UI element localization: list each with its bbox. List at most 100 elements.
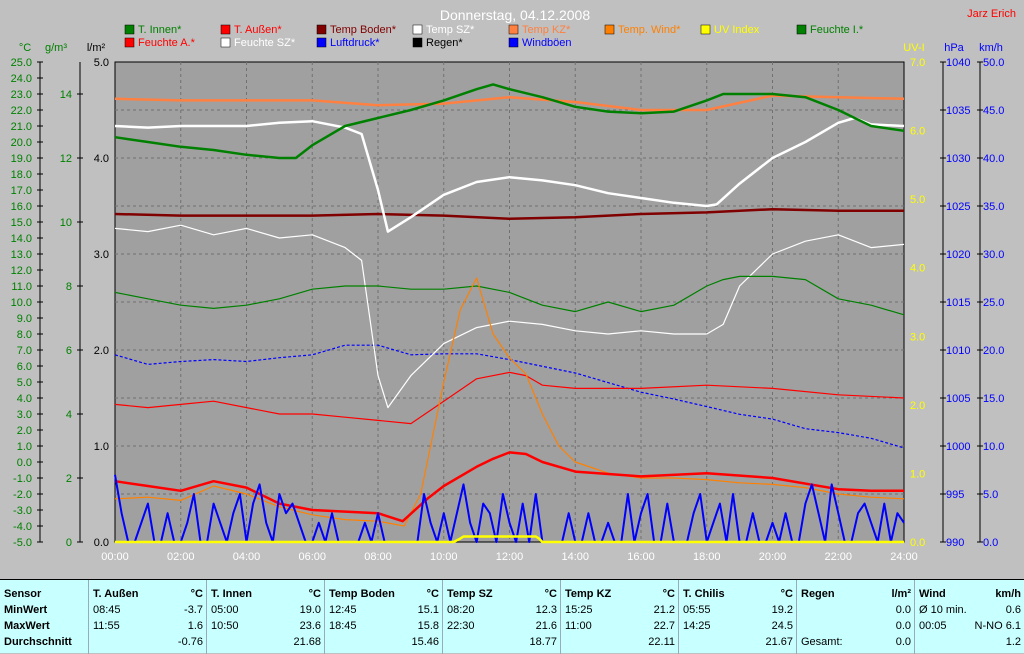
tick-label-temp: 10.0 xyxy=(11,297,32,309)
stats-row: 00:05 N-NO 6.1 xyxy=(919,618,1021,634)
stats-row: 11:55 1.6 xyxy=(93,618,203,634)
stats-row: 15:25 21.2 xyxy=(565,602,675,618)
tick-label-wind: 45.0 xyxy=(983,105,1004,117)
legend-label: Temp Boden* xyxy=(330,24,397,36)
tick-label-humidity: 8 xyxy=(66,281,72,293)
tick-label-humidity: 14 xyxy=(60,89,72,101)
author-label: Jarz Erich xyxy=(967,8,1016,20)
stats-header: T. Innen xyxy=(211,588,252,600)
legend-label: Windböen xyxy=(522,37,572,49)
tick-label-humidity: 4 xyxy=(66,409,72,421)
stats-row: 05:00 19.0 xyxy=(211,602,321,618)
stats-time: 00:05 xyxy=(919,620,947,632)
legend-label: Feuchte A.* xyxy=(138,37,196,49)
legend-item: Feuchte A.* xyxy=(124,37,196,49)
stats-header: T. Außen xyxy=(93,588,139,600)
tick-label-temp: -1.0 xyxy=(13,473,32,485)
stats-header: Temp Boden xyxy=(329,588,395,600)
tick-label-temp: 7.0 xyxy=(17,345,32,357)
legend-swatch xyxy=(220,37,231,48)
legend-swatch xyxy=(124,37,135,48)
stats-time: Gesamt: xyxy=(801,636,843,648)
tick-label-temp: -2.0 xyxy=(13,489,32,501)
stats-value: 1.6 xyxy=(187,620,203,632)
x-tick-label: 00:00 xyxy=(101,551,129,563)
x-tick-label: 10:00 xyxy=(430,551,458,563)
stats-row: 08:20 12.3 xyxy=(447,602,557,618)
tick-label-temp: 18.0 xyxy=(11,169,32,181)
stats-row: 18:45 15.8 xyxy=(329,618,439,634)
tick-label-pressure: 990 xyxy=(946,537,964,549)
tick-label-temp: 19.0 xyxy=(11,153,32,165)
tick-label-wind: 40.0 xyxy=(983,153,1004,165)
tick-label-temp: -5.0 xyxy=(13,537,32,549)
tick-label-temp: 21.0 xyxy=(11,121,32,133)
legend-item: Regen* xyxy=(412,37,463,49)
legend-item: Temp KZ* xyxy=(508,24,571,36)
stats-col-3: Temp Boden °C 12:45 15.1 18:45 15.8 15.46 xyxy=(324,580,443,654)
series-line-feuchte-i xyxy=(114,275,905,316)
legend-item: Temp Boden* xyxy=(316,24,397,36)
tick-label-humidity: 0 xyxy=(66,537,72,549)
x-tick-label: 20:00 xyxy=(759,551,787,563)
stats-row: -0.76 xyxy=(93,634,203,650)
stats-time: 08:45 xyxy=(93,604,121,616)
stats-row: 0.0 xyxy=(801,618,911,634)
axis-unit-uv: UV-I xyxy=(903,42,924,54)
axis-unit-temp: °C xyxy=(19,42,31,54)
legend-swatch xyxy=(124,24,135,35)
tick-label-wind: 0.0 xyxy=(983,537,998,549)
legend-item: Feuchte I.* xyxy=(796,24,864,36)
stats-header: Temp SZ xyxy=(447,588,493,600)
stats-header: Wind xyxy=(919,588,946,600)
legend-swatch xyxy=(604,24,615,35)
stats-row: Wind km/h xyxy=(919,586,1021,602)
tick-label-uv: 7.0 xyxy=(910,57,925,69)
tick-label-temp: 0.0 xyxy=(17,457,32,469)
x-tick-label: 12:00 xyxy=(496,551,524,563)
tick-label-rain: 4.0 xyxy=(94,153,109,165)
stats-value: N-NO 6.1 xyxy=(974,620,1021,632)
series-line-feuchte-a xyxy=(114,371,905,425)
tick-label-rain: 1.0 xyxy=(94,441,109,453)
stats-col-sensor: Sensor MinWert MaxWert Durchschnitt xyxy=(0,580,88,654)
stats-unit: km/h xyxy=(995,588,1021,600)
tick-label-temp: 6.0 xyxy=(17,361,32,373)
stats-value: -3.7 xyxy=(184,604,203,616)
tick-label-pressure: 1030 xyxy=(946,153,970,165)
stats-unit: °C xyxy=(544,588,557,600)
stats-row: 21.68 xyxy=(211,634,321,650)
x-tick-label: 16:00 xyxy=(627,551,655,563)
legend-item: T. Außen* xyxy=(220,24,282,36)
legend-swatch xyxy=(796,24,807,35)
tick-label-temp: 14.0 xyxy=(11,233,32,245)
stats-row: T. Chilis °C xyxy=(683,586,793,602)
tick-label-wind: 35.0 xyxy=(983,201,1004,213)
legend-swatch xyxy=(508,24,519,35)
tick-label-uv: 5.0 xyxy=(910,194,925,206)
stats-row: 21.67 xyxy=(683,634,793,650)
legend-item: T. Innen* xyxy=(124,24,182,36)
legend-swatch xyxy=(220,24,231,35)
stats-row: Regen l/m² xyxy=(801,586,911,602)
tick-label-temp: -4.0 xyxy=(13,521,32,533)
chart-title: Donnerstag, 04.12.2008 xyxy=(440,7,590,23)
stats-time: 05:55 xyxy=(683,604,711,616)
x-tick-label: 24:00 xyxy=(890,551,918,563)
legend-item: UV Index xyxy=(700,24,760,36)
legend-label: Luftdruck* xyxy=(330,37,380,49)
legend-label: Feuchte I.* xyxy=(810,24,864,36)
stats-unit: l/m² xyxy=(891,588,911,600)
tick-label-rain: 2.0 xyxy=(94,345,109,357)
axis-unit-rain: l/m² xyxy=(87,42,106,54)
tick-label-pressure: 1000 xyxy=(946,441,970,453)
legend-swatch xyxy=(316,24,327,35)
legend-label: Temp KZ* xyxy=(522,24,571,36)
x-tick-label: 08:00 xyxy=(364,551,392,563)
tick-label-temp: 3.0 xyxy=(17,409,32,421)
tick-label-pressure: 1015 xyxy=(946,297,970,309)
tick-label-temp: 13.0 xyxy=(11,249,32,261)
stats-col-8: Wind km/h Ø 10 min. 0.6 00:05 N-NO 6.1 1.2 xyxy=(914,580,1024,654)
tick-label-temp: 15.0 xyxy=(11,217,32,229)
